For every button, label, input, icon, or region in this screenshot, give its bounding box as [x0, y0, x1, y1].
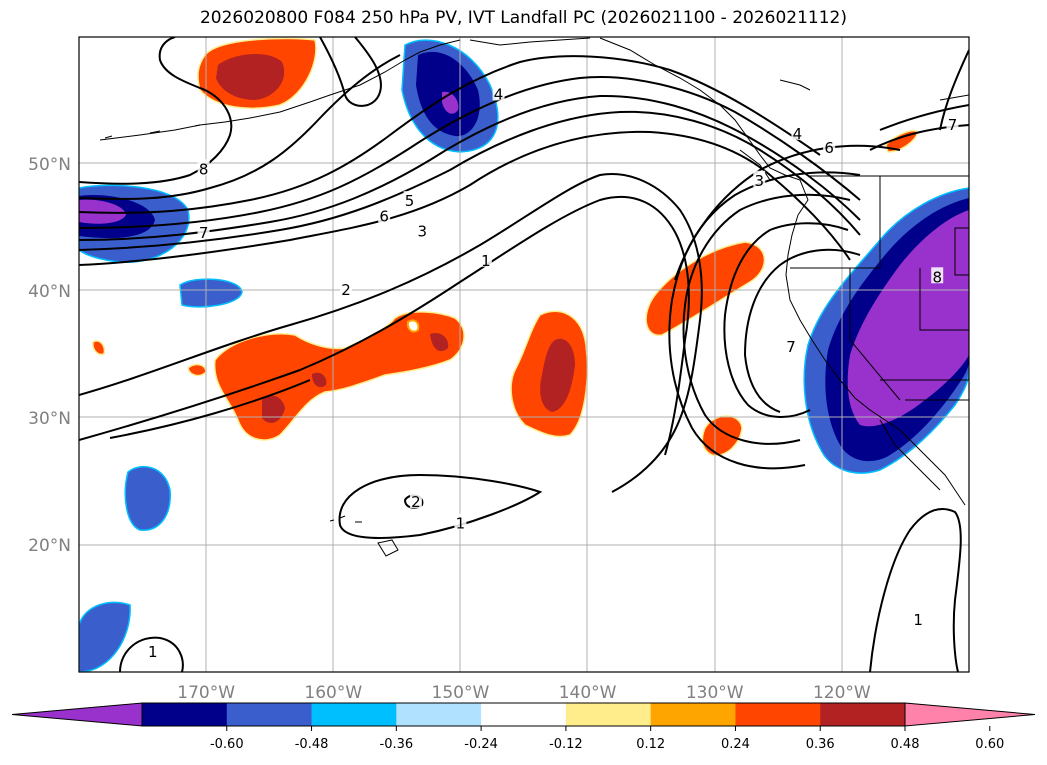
- contour-label: 5: [405, 192, 415, 210]
- contour-label-background: [416, 221, 429, 238]
- colorbar-segment: [226, 703, 313, 726]
- colorbar-tick-label: 0.36: [806, 737, 835, 752]
- colorbar-tick-label: 0.24: [721, 737, 750, 752]
- colorbar-tick-label: -0.36: [380, 737, 414, 752]
- contour-label-background: [146, 641, 159, 658]
- lon-tick-label: 120°W: [813, 683, 871, 703]
- colorbar-segment: [735, 703, 821, 726]
- colorbar-segment: [142, 703, 228, 726]
- lon-tick-label: 130°W: [686, 683, 744, 703]
- map-frame: [78, 36, 970, 673]
- contour-label: 6: [824, 139, 834, 157]
- contour-label-background: [197, 159, 210, 176]
- map-title: 2026020800 F084 250 hPa PV, IVT Landfall…: [199, 8, 847, 28]
- contour-label: 3: [418, 223, 428, 241]
- contour-label-background: [946, 114, 959, 131]
- longitude-labels: 170°W 160°W 150°W 140°W 130°W 120°W: [177, 683, 871, 703]
- ivt-negative-shading: [79, 39, 969, 672]
- lat-tick-label: 20°N: [28, 536, 71, 556]
- contour-label-background: [479, 250, 492, 267]
- contour-label-background: [753, 170, 766, 187]
- contour-label: 3: [754, 172, 764, 190]
- colorbar-segment: [311, 703, 397, 726]
- latitude-labels: 50°N 40°N 30°N 20°N: [28, 155, 71, 556]
- colorbar-tick-label: 0.48: [891, 737, 920, 752]
- contour-label-background: [785, 337, 797, 354]
- contour-label: 6: [379, 207, 389, 225]
- contour-label: 4: [494, 85, 504, 103]
- contour-label: 8: [932, 268, 942, 286]
- lat-tick-label: 30°N: [28, 409, 71, 429]
- contour-label-background: [403, 191, 416, 208]
- contour-label-background: [454, 513, 467, 530]
- contour-label-background: [912, 610, 925, 627]
- contour-label: 2: [411, 493, 421, 511]
- colorbar-segment: [396, 703, 482, 726]
- colorbar-frame: [141, 702, 906, 727]
- colorbar-segment: [820, 703, 906, 726]
- contour-label: 2: [341, 281, 351, 299]
- contour-label: 4: [793, 125, 803, 143]
- contour-label-background: [340, 280, 352, 296]
- ivt-positive-shading: [92, 37, 919, 457]
- lat-tick-label: 50°N: [28, 155, 71, 175]
- contour-label-background: [791, 123, 804, 140]
- contour-label: 1: [148, 643, 158, 661]
- contour-label: 7: [948, 116, 958, 134]
- colorbar-tick-label: -0.48: [295, 737, 329, 752]
- colorbar-tick-label: 0.60: [975, 737, 1004, 752]
- lon-tick-label: 150°W: [432, 683, 490, 703]
- contour-label-background: [409, 492, 422, 509]
- contour-label: 1: [456, 515, 466, 533]
- contour-label-background: [492, 84, 505, 101]
- contour-label: 7: [786, 338, 796, 356]
- lon-tick-label: 160°W: [304, 683, 362, 703]
- colorbar-extend-high: [904, 702, 1036, 727]
- colorbar-tick-label: -0.24: [464, 737, 498, 752]
- lat-tick-label: 40°N: [28, 282, 71, 302]
- contour-label-background: [931, 267, 944, 284]
- colorbar-extend-low: [11, 702, 143, 727]
- colorbar-segment: [650, 703, 736, 726]
- colorbar-segment: [481, 703, 567, 726]
- colorbar-segment: [565, 703, 652, 726]
- colorbar-tick-label: -0.60: [210, 737, 244, 752]
- contour-label: 1: [913, 611, 923, 629]
- contour-label: 1: [481, 252, 491, 270]
- map-gridlines: [79, 37, 969, 672]
- pv-contours: [79, 37, 969, 672]
- contour-label: 8: [199, 160, 209, 178]
- lon-tick-label: 170°W: [177, 683, 235, 703]
- contour-label-background: [823, 137, 836, 154]
- colorbar-tick-label: 0.12: [636, 737, 665, 752]
- lon-tick-label: 140°W: [559, 683, 617, 703]
- contour-label: 7: [199, 224, 209, 242]
- contour-label-background: [378, 206, 391, 223]
- colorbar: -0.60 -0.48 -0.36 -0.24 -0.12 0.12 0.24 0.36 0.4…: [11, 702, 1036, 752]
- colorbar-tick-label: -0.12: [549, 737, 583, 752]
- contour-label-background: [197, 222, 210, 239]
